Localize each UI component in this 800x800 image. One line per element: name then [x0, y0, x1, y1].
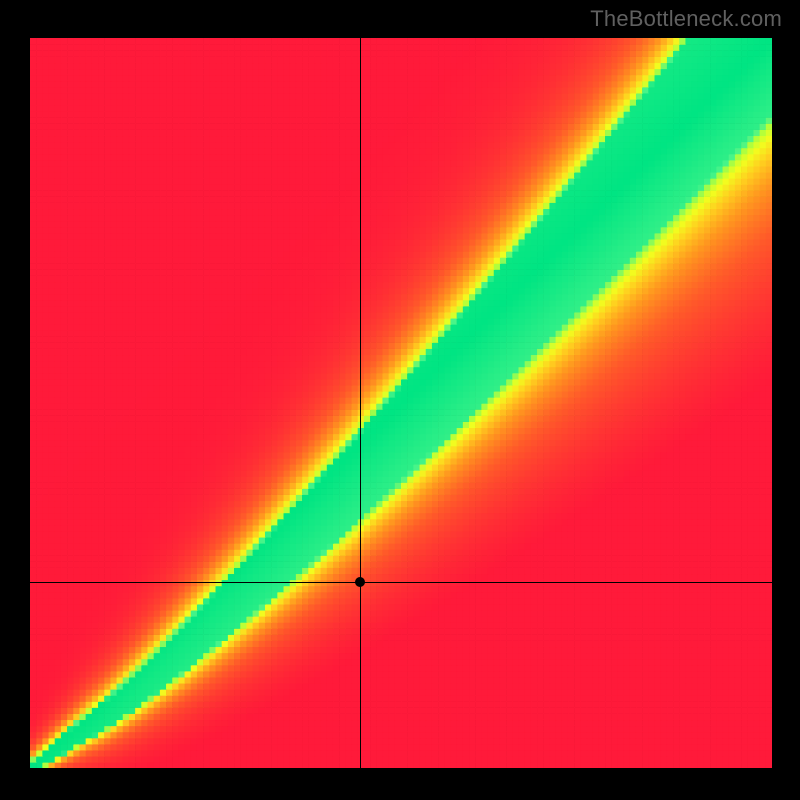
- crosshair-vertical: [360, 38, 361, 768]
- crosshair-horizontal: [30, 582, 772, 583]
- crosshair-marker: [355, 577, 365, 587]
- watermark-text: TheBottleneck.com: [590, 6, 782, 32]
- bottleneck-heatmap: [30, 38, 772, 768]
- heatmap-canvas: [30, 38, 772, 768]
